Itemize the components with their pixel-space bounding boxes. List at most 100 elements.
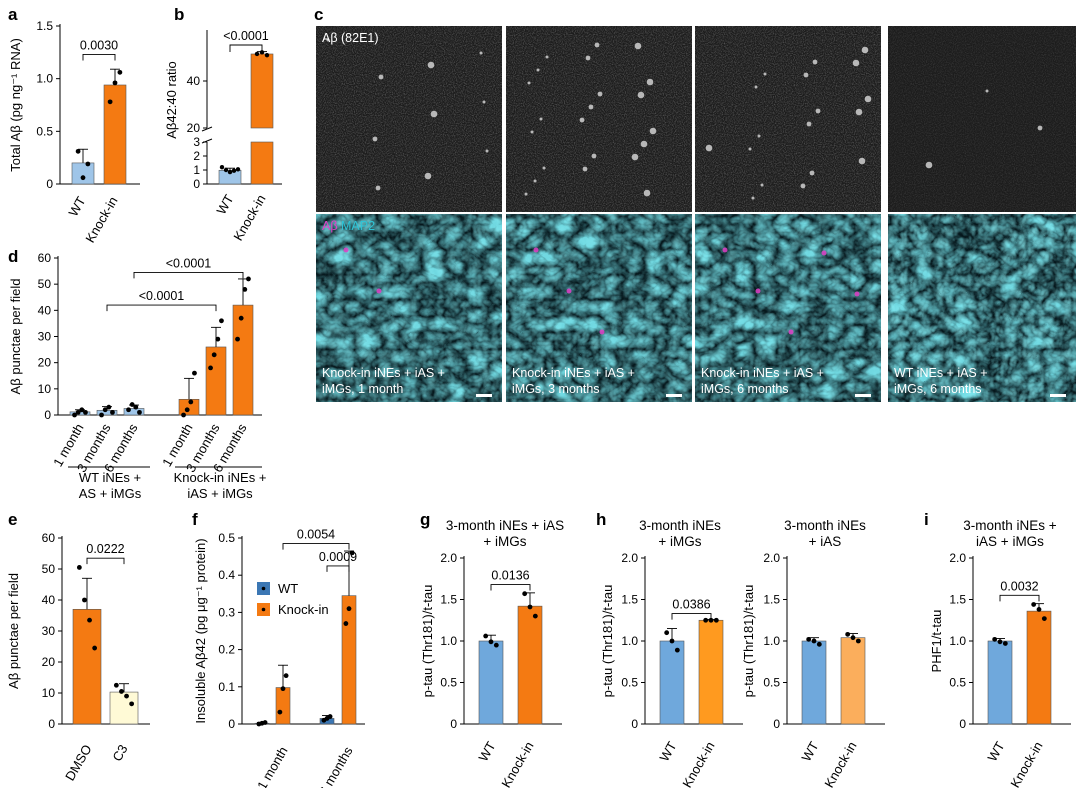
significance-bracket	[326, 565, 350, 572]
p-value: 0.0009	[319, 550, 357, 564]
abeta-puncta	[809, 170, 815, 176]
y-tick-label: 30	[38, 330, 52, 344]
micrograph-map2-4: WT iNEs + iAS + iMGs, 6 months	[888, 214, 1076, 402]
bar	[801, 640, 827, 725]
legend-dot	[261, 586, 266, 591]
data-point	[82, 597, 87, 603]
scale-bar	[1050, 394, 1066, 397]
bar	[72, 608, 102, 725]
data-point	[76, 565, 82, 570]
data-point	[106, 404, 112, 410]
data-point	[488, 639, 494, 645]
y-tick-label: 0.5	[763, 676, 780, 690]
y-tick-label: 0.3	[218, 605, 235, 619]
y-tick-label: 1	[193, 163, 200, 177]
data-point	[72, 412, 77, 418]
chart-f: 0 0.1 0.2 0.3 0.4 0.5 Insoluble Aβ42 (pg μg⁻¹ …	[193, 528, 365, 788]
data-point	[188, 399, 194, 405]
y-tick-label: 0	[959, 717, 966, 731]
y-tick-label: 0	[44, 408, 51, 422]
y-tick-label: 0.2	[218, 643, 235, 657]
data-point	[119, 689, 124, 694]
y-tick-label: 0.5	[218, 531, 235, 545]
x-tick-label: WT	[984, 739, 1007, 764]
y-tick-label: 0.5	[440, 676, 457, 690]
x-tick-label: 1 month	[254, 744, 290, 788]
abeta-magenta-puncta	[788, 329, 794, 335]
x-tick-label: WT	[798, 739, 821, 764]
panel-c-micrographs: Knock-in iNEs + iAS +iMGs, 1 monthKnock-…	[316, 26, 1076, 402]
data-point	[215, 336, 221, 342]
x-tick-label: DMSO	[62, 742, 94, 783]
chart-title: 3-month iNEs	[639, 518, 721, 533]
p-value: 0.0222	[86, 542, 124, 556]
chart-g: 0 0.5 1.0 1.5 2.0 p-tau (Thr181)/t-tau 0.0136 3…	[420, 518, 564, 788]
data-point	[117, 69, 123, 75]
chart-h-left: 0 0.5 1.0 1.5 2.0 p-tau (Thr181)/t-tau 0.0386 3…	[600, 518, 743, 788]
micrograph-abeta-4	[888, 26, 1076, 212]
data-point	[99, 412, 104, 418]
abeta-magenta-puncta	[376, 288, 382, 294]
significance-bracket	[86, 557, 125, 565]
bar	[250, 53, 274, 129]
channel-label-map2: MAP2	[341, 219, 375, 233]
legend-label: Knock-in	[278, 602, 329, 617]
data-point	[346, 606, 352, 612]
bar	[275, 687, 291, 725]
data-point	[92, 645, 98, 651]
data-point	[235, 167, 241, 172]
abeta-magenta-puncta	[599, 329, 605, 335]
data-point	[102, 407, 108, 413]
abeta-puncta	[326, 38, 330, 42]
y-tick-label: 3	[193, 135, 200, 149]
data-point	[283, 673, 289, 679]
significance-bracket	[999, 594, 1040, 602]
data-point	[227, 169, 233, 175]
abeta-puncta	[754, 85, 758, 89]
y-tick-label: 0	[773, 717, 780, 731]
abeta-puncta	[375, 185, 381, 191]
abeta-puncta	[757, 134, 761, 138]
y-tick-label: 1.0	[621, 634, 638, 648]
micrograph-abeta-1	[316, 26, 502, 212]
y-tick-label: 1.5	[36, 19, 53, 33]
y-tick-label: 1.5	[763, 593, 780, 607]
scale-bar	[476, 394, 492, 397]
bar	[1026, 610, 1052, 725]
abeta-puncta	[527, 81, 531, 85]
data-point	[83, 409, 88, 415]
y-tick-label: 0.4	[218, 568, 235, 582]
y-tick-label: 1.5	[621, 593, 638, 607]
data-point	[107, 99, 113, 105]
y-tick-label: 20	[38, 356, 52, 370]
y-tick-label: 50	[42, 562, 56, 576]
data-point	[264, 52, 270, 58]
data-point	[79, 407, 85, 413]
data-point	[259, 50, 265, 55]
abeta-magenta-puncta	[722, 247, 728, 253]
p-value: <0.0001	[223, 29, 269, 43]
abeta-magenta-puncta	[755, 288, 761, 294]
x-tick-label: WT	[475, 739, 498, 764]
abeta-puncta	[705, 144, 713, 152]
p-value: <0.0001	[166, 256, 212, 270]
micrograph-texture	[888, 26, 1076, 212]
abeta-puncta	[479, 51, 483, 55]
y-tick-label: 0.5	[949, 676, 966, 690]
data-point	[133, 404, 139, 410]
y-tick-label: 0	[228, 717, 235, 731]
panel-letter-d: d	[8, 247, 18, 266]
y-tick-label: 0	[193, 177, 200, 191]
abeta-puncta	[378, 74, 384, 80]
data-point	[223, 167, 229, 173]
bar	[478, 640, 504, 725]
y-tick-label: 2.0	[949, 551, 966, 565]
data-point	[1041, 616, 1047, 621]
data-point	[231, 168, 237, 173]
panel-letter-h: h	[596, 510, 606, 529]
data-point	[522, 591, 528, 597]
data-point	[238, 315, 244, 321]
abeta-puncta	[542, 166, 546, 170]
